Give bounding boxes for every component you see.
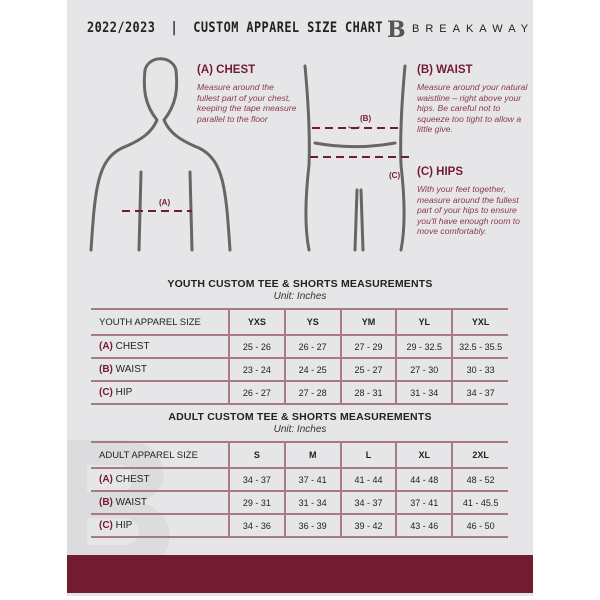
cell: 31 - 34 (395, 381, 453, 404)
hips-heading: (C) HIPS (417, 166, 463, 178)
cell: 37 - 41 (283, 468, 341, 491)
size-chart-panel: 2022/2023 | CUSTOM APPAREL SIZE CHART B … (67, 0, 533, 596)
cell: 24 - 25 (283, 358, 341, 381)
cell: 28 - 31 (339, 381, 397, 404)
header-cell: S (228, 442, 285, 468)
waist-heading: (B) WAIST (417, 64, 473, 76)
header-cell: YS (283, 309, 341, 335)
cell: 41 - 44 (339, 468, 397, 491)
cell: 25 - 27 (339, 358, 397, 381)
waist-description: Measure around your natural waistline – … (417, 82, 528, 135)
cell: 34 - 37 (339, 491, 397, 514)
table-row: (A) CHEST 25 - 26 26 - 27 27 - 29 29 - 32.5 3… (91, 335, 508, 358)
table-row: (C) HIP 26 - 27 27 - 28 28 - 31 31 - 34 34 - … (91, 381, 508, 404)
cell: 27 - 30 (395, 358, 453, 381)
table-row: (B) WAIST 23 - 24 24 - 25 25 - 27 27 - 30 30 … (91, 358, 508, 381)
cell: 30 - 33 (451, 358, 508, 381)
header-cell: YOUTH APPAREL SIZE (99, 316, 201, 328)
header-cell: YM (339, 309, 397, 335)
row-label: (C) HIP (99, 387, 133, 398)
cell: 37 - 41 (395, 491, 453, 514)
footer-band (67, 555, 533, 593)
row-label: (C) HIP (99, 520, 133, 531)
cell: 43 - 46 (395, 514, 453, 537)
youth-table-title: YOUTH CUSTOM TEE & SHORTS MEASUREMENTS (167, 278, 433, 290)
header-cell: ADULT APPAREL SIZE (99, 449, 198, 461)
row-label: (B) WAIST (99, 497, 147, 508)
cell: 31 - 34 (283, 491, 341, 514)
header-cell: YL (395, 309, 453, 335)
brand-name: BREAKAWAY (412, 23, 533, 35)
cell: 27 - 28 (283, 381, 341, 404)
cell: 41 - 45.5 (451, 491, 508, 514)
header-cell: L (339, 442, 397, 468)
watermark-logo (67, 440, 170, 570)
cell: 29 - 32.5 (395, 335, 453, 358)
table-row: (C) HIP 34 - 36 36 - 39 39 - 42 43 - 46 46 - … (91, 514, 508, 537)
table-header-row: ADULT APPAREL SIZE S M L XL 2XL (91, 442, 508, 468)
cell: 27 - 29 (339, 335, 397, 358)
chest-marker: (A) (159, 198, 171, 207)
cell: 46 - 50 (451, 514, 508, 537)
adult-unit: Unit: Inches (273, 424, 327, 435)
cell: 26 - 27 (283, 335, 341, 358)
row-label: (A) CHEST (99, 474, 150, 485)
cell: 39 - 42 (339, 514, 397, 537)
header-cell: YXL (451, 309, 508, 335)
row-label: (B) WAIST (99, 364, 147, 375)
cell: 44 - 48 (395, 468, 453, 491)
cell: 34 - 36 (228, 514, 285, 537)
cell: 29 - 31 (228, 491, 285, 514)
cell: 34 - 37 (451, 381, 508, 404)
header-cell: M (283, 442, 341, 468)
cell: 34 - 37 (228, 468, 285, 491)
youth-unit: Unit: Inches (273, 291, 327, 302)
cell: 26 - 27 (228, 381, 285, 404)
cell: 32.5 - 35.5 (451, 335, 508, 358)
cell: 25 - 26 (228, 335, 285, 358)
hips-description: With your feet together, measure around … (417, 184, 520, 237)
hips-marker: (C) (389, 171, 401, 180)
cell: 36 - 39 (283, 514, 341, 537)
page-title: 2022/2023 | CUSTOM APPAREL SIZE CHART (87, 20, 383, 36)
adult-table-title: ADULT CUSTOM TEE & SHORTS MEASUREMENTS (168, 411, 432, 423)
row-label: (A) CHEST (99, 341, 150, 352)
body-figures-illustration (89, 57, 410, 252)
header-cell: XL (395, 442, 453, 468)
table-row: (B) WAIST 29 - 31 31 - 34 34 - 37 37 - 41 41 … (91, 491, 508, 514)
adult-size-table: ADULT APPAREL SIZE S M L XL 2XL (A) CHEST 34 -… (91, 441, 508, 538)
header-cell: 2XL (451, 442, 508, 468)
chest-description: Measure around the fullest part of your … (197, 82, 297, 124)
table-header-row: YOUTH APPAREL SIZE YXS YS YM YL YXL (91, 309, 508, 335)
brand-logo-icon: B (387, 17, 406, 43)
cell: 48 - 52 (451, 468, 508, 491)
waist-marker: (B) (360, 114, 372, 123)
header-cell: YXS (228, 309, 285, 335)
table-row: (A) CHEST 34 - 37 37 - 41 41 - 44 44 - 48 48 … (91, 468, 508, 491)
chest-heading: (A) CHEST (197, 64, 256, 76)
youth-size-table: YOUTH APPAREL SIZE YXS YS YM YL YXL (A) CHEST… (91, 308, 508, 405)
cell: 23 - 24 (228, 358, 285, 381)
